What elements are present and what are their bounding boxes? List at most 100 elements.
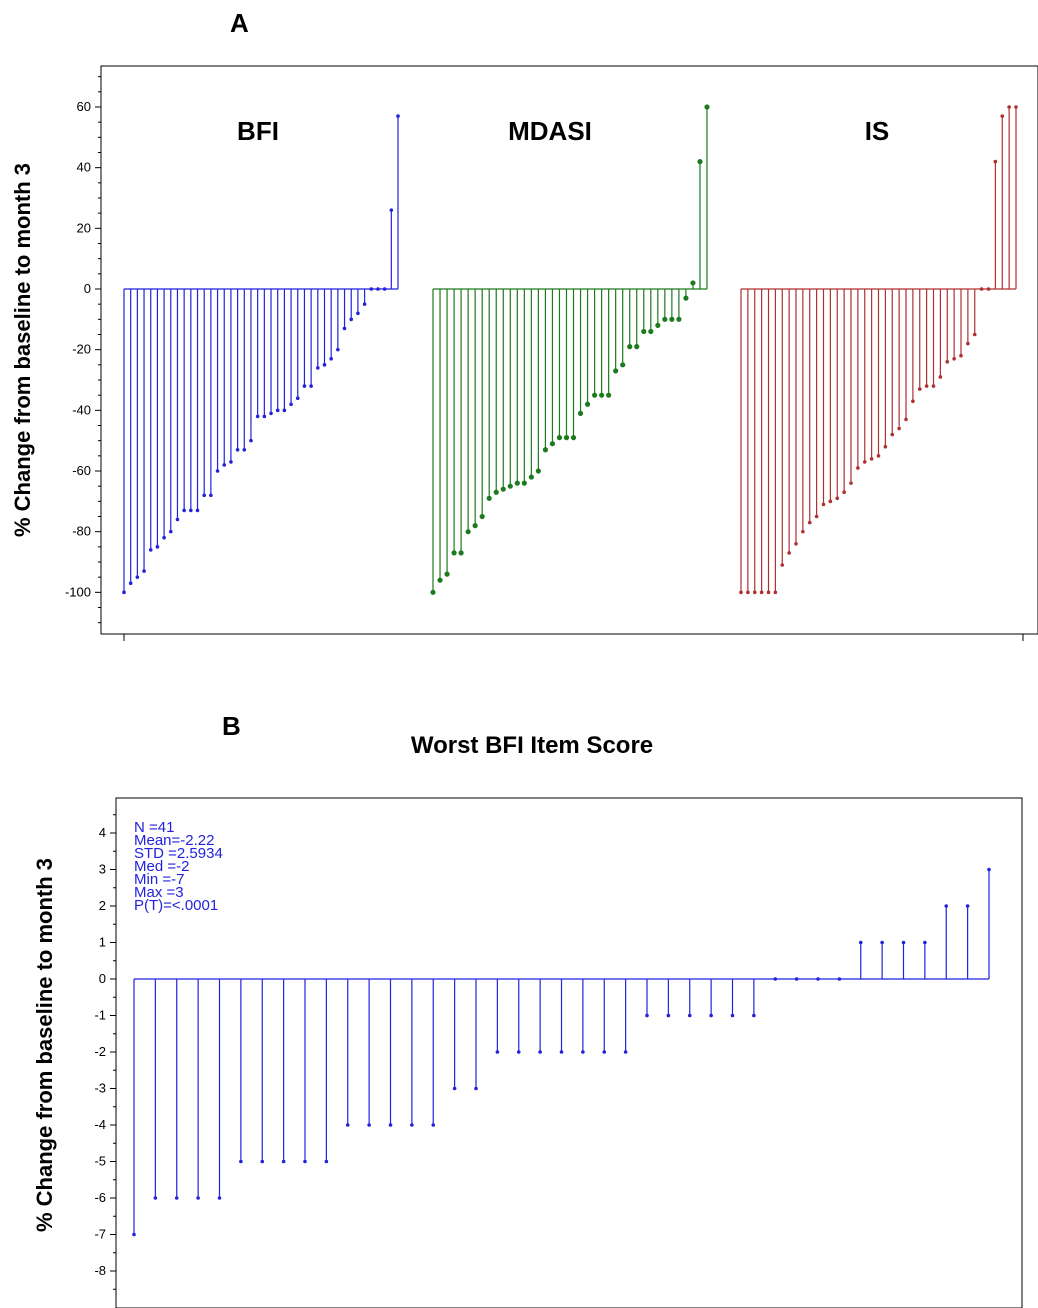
mdasi-point: [662, 316, 668, 322]
panel-b-stat-line: N =41: [134, 819, 174, 836]
is-point: [1007, 105, 1011, 109]
mdasi-point: [500, 486, 506, 492]
panel-b-title: Worst BFI Item Score: [411, 732, 653, 759]
is-point: [952, 356, 956, 361]
mdasi-point: [465, 529, 471, 535]
is-point: [966, 341, 970, 346]
panel-b-point: [452, 1086, 457, 1091]
panel-b-point: [132, 1232, 136, 1237]
is-point: [787, 551, 791, 555]
mdasi-point: [563, 435, 570, 441]
panel-b-point: [901, 940, 906, 945]
panel-b-y-tick-label: -7: [94, 1227, 106, 1242]
panel-b-point: [495, 1050, 500, 1054]
bfi-point: [249, 438, 253, 443]
panel-b-point: [687, 1013, 692, 1018]
bfi-point: [322, 363, 327, 367]
mdasi-point: [577, 410, 584, 416]
panel-b-point: [602, 1050, 607, 1054]
mdasi-point: [521, 480, 527, 486]
is-point: [766, 590, 771, 595]
bfi-point: [235, 447, 240, 452]
is-point: [959, 353, 963, 358]
bfi-point: [329, 356, 333, 361]
panel-a-y-tick-label: -80: [72, 524, 91, 539]
is-point: [1014, 105, 1018, 109]
is-point: [752, 590, 757, 595]
is-point: [938, 375, 943, 379]
bfi-point: [362, 302, 367, 306]
bfi-point: [168, 529, 173, 534]
is-point: [814, 514, 819, 519]
bfi-point: [316, 366, 320, 370]
bfi-point: [229, 460, 233, 464]
bfi-point: [342, 326, 347, 331]
mdasi-point: [613, 368, 619, 374]
bfi-point: [142, 569, 146, 573]
panel-b-point: [559, 1050, 564, 1054]
panel-a-y-tick-label: -60: [72, 463, 91, 478]
bfi-point: [376, 287, 380, 291]
panel-b-stat-line: P(T)=<.0001: [134, 897, 218, 914]
panel-b-point: [196, 1196, 200, 1200]
panel-a-plot-frame: [100, 65, 1038, 635]
panel-b-stat-line: Min =-7: [134, 871, 184, 888]
bfi-point: [262, 414, 267, 419]
panel-a-y-tick-label: 60: [77, 99, 91, 114]
panel-b-y-axis-label: % Change from baseline to month 3: [32, 858, 57, 1232]
panel-b-y-axis: 4 3 2 1 0 -1 -2 -3 -4 -5 -6 -7 -8: [94, 814, 116, 1290]
panel-b-plot-frame: [115, 797, 1023, 1308]
bfi-point: [309, 384, 313, 388]
is-point: [986, 287, 991, 291]
panel-b-point: [837, 977, 842, 981]
bfi-point: [155, 545, 160, 549]
bfi-point: [209, 493, 213, 498]
panel-a-y-tick-label: 20: [77, 220, 91, 235]
mdasi-point: [641, 328, 647, 335]
mdasi-point: [683, 295, 689, 301]
mdasi-point: [486, 495, 492, 501]
bfi-point: [396, 114, 400, 118]
panel-b-y-tick-label: -3: [94, 1081, 106, 1096]
bfi-point: [356, 311, 360, 316]
panel-b-y-tick-label: -4: [94, 1117, 106, 1132]
mdasi-point: [542, 447, 549, 453]
mdasi-point: [570, 435, 577, 441]
is-point: [842, 490, 846, 495]
bfi-point: [182, 508, 186, 513]
mdasi-point: [535, 468, 541, 474]
is-point: [739, 590, 743, 595]
mdasi-point: [690, 280, 696, 286]
panel-a-y-tick-label: 0: [84, 281, 91, 296]
mdasi-point: [634, 344, 640, 350]
panel-b-point: [858, 940, 863, 945]
bfi-point: [255, 414, 260, 419]
mdasi-point: [556, 435, 563, 441]
is-point: [835, 496, 840, 501]
panel-a-marks: [122, 104, 1018, 595]
panel-b-stat-line: Max =3: [134, 884, 184, 901]
bfi-point: [349, 317, 354, 322]
panel-b-y-tick-label: -6: [94, 1190, 106, 1205]
panel-b-y-tick-label: 4: [99, 825, 106, 840]
is-point: [794, 542, 798, 546]
mdasi-point: [627, 344, 633, 350]
bfi-point: [189, 508, 193, 513]
is-point: [883, 444, 888, 449]
mdasi-point: [648, 328, 654, 335]
panel-b-point: [666, 1013, 671, 1018]
is-point: [828, 499, 833, 504]
bfi-point: [295, 396, 300, 401]
panel-b-point: [367, 1123, 371, 1127]
is-point: [1000, 114, 1005, 118]
mdasi-point: [549, 441, 556, 447]
bfi-point: [275, 408, 280, 413]
mdasi-point: [606, 392, 612, 398]
mdasi-point: [584, 401, 591, 407]
is-point: [821, 502, 826, 507]
panel-b-stat-line: Med =-2: [134, 858, 189, 875]
is-point: [849, 481, 853, 485]
panel-a-y-tick-label: 40: [77, 160, 91, 175]
panel-b-stat-line: Mean=-2.22: [134, 832, 214, 849]
